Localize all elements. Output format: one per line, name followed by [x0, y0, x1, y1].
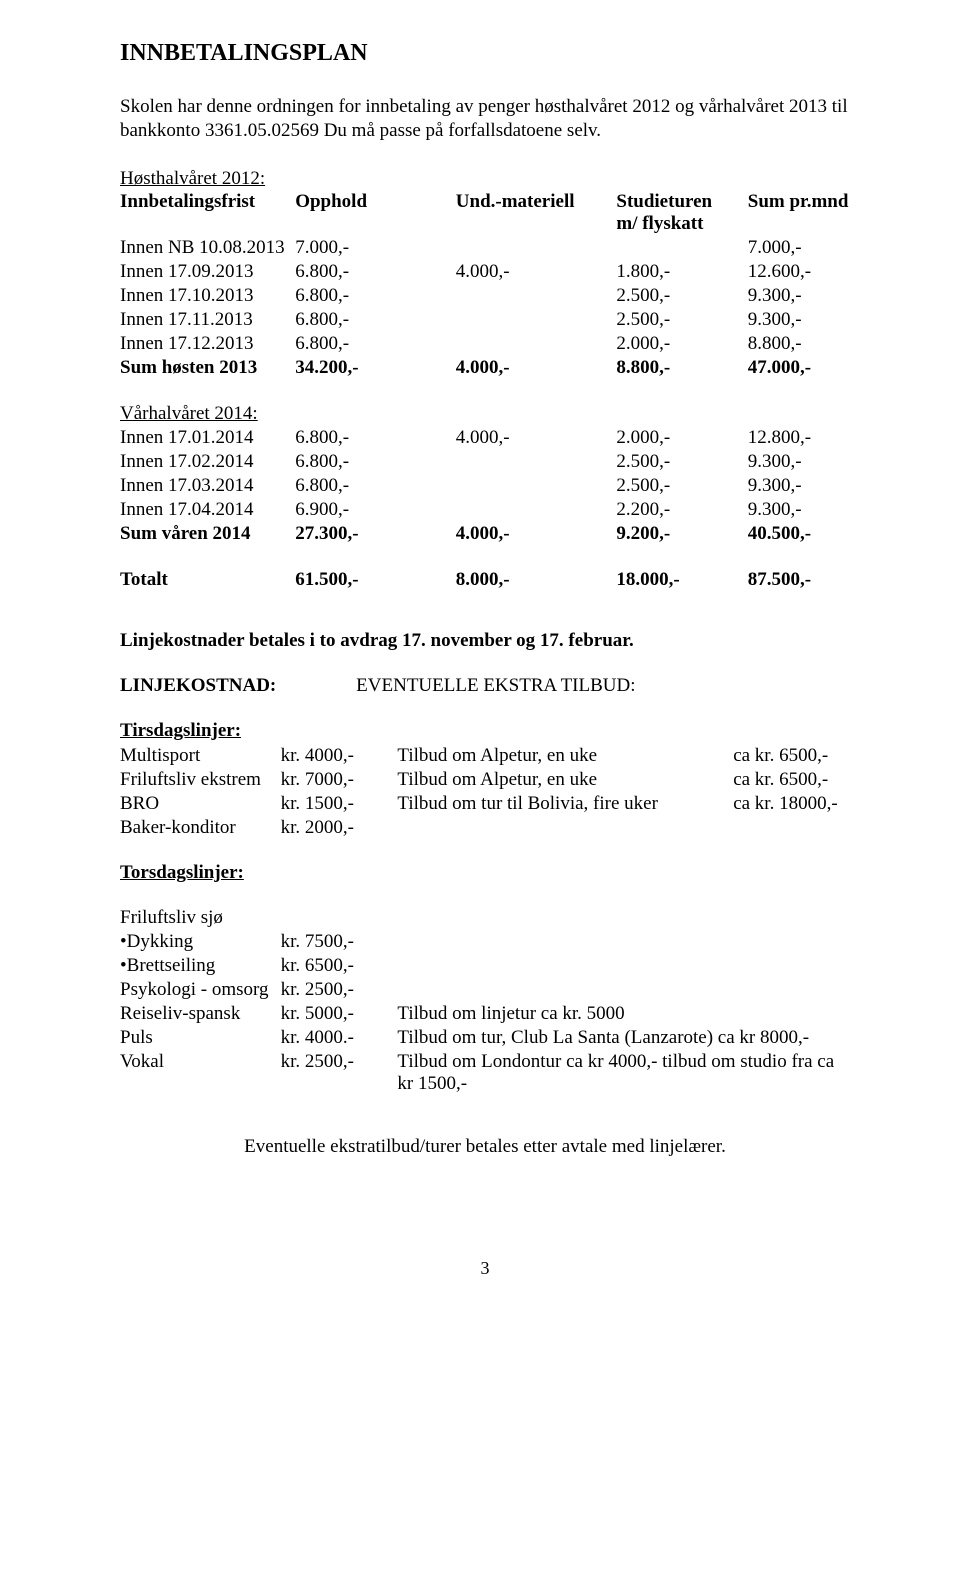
- table-sum-row: Sum våren 201427.300,-4.000,-9.200,-40.5…: [120, 522, 850, 546]
- table-row: Pulskr. 4000.-Tilbud om tur, Club La San…: [120, 1026, 850, 1050]
- blank-row: [120, 546, 850, 568]
- table-row: Reiseliv-spanskkr. 5000,-Tilbud om linje…: [120, 1002, 850, 1026]
- header-opphold: Opphold: [295, 190, 456, 236]
- table-row: •Brettseilingkr. 6500,-: [120, 954, 850, 978]
- ekstra-tilbud-label: EVENTUELLE EKSTRA TILBUD:: [356, 674, 850, 698]
- table-row: Innen 17.03.20146.800,-2.500,-9.300,-: [120, 474, 850, 498]
- torsdagslinjer-heading: Torsdagslinjer:: [120, 862, 850, 884]
- table-row: Friluftsliv ekstremkr. 7000,-Tilbud om A…: [120, 768, 850, 792]
- header-studieturen-line2: m/ flyskatt: [616, 213, 703, 234]
- header-undmateriell: Und.-materiell: [456, 190, 617, 236]
- table-row: •Dykkingkr. 7500,-: [120, 930, 850, 954]
- tirsdagslinjer-heading: Tirsdagslinjer:: [120, 720, 850, 742]
- table-row: Innen 17.01.20146.800,-4.000,-2.000,-12.…: [120, 426, 850, 450]
- linjekost-header-table: LINJEKOSTNAD: EVENTUELLE EKSTRA TILBUD:: [120, 674, 850, 698]
- header-innbetalingsfrist: Innbetalingsfrist: [120, 190, 295, 236]
- table-row: Multisportkr. 4000,-Tilbud om Alpetur, e…: [120, 744, 850, 768]
- page-number: 3: [120, 1258, 850, 1279]
- header-studieturen-line1: Studieturen: [616, 191, 712, 212]
- table-row: Psykologi - omsorgkr. 2500,-: [120, 978, 850, 1002]
- table-row: Innen 17.10.20136.800,-2.500,-9.300,-: [120, 284, 850, 308]
- linje-intro: Linjekostnader betales i to avdrag 17. n…: [120, 630, 850, 652]
- table-sum-row: Sum høsten 201334.200,-4.000,-8.800,-47.…: [120, 356, 850, 380]
- table-row: Innen 17.02.20146.800,-2.500,-9.300,-: [120, 450, 850, 474]
- blank-row: [120, 380, 850, 402]
- table-row: Baker-konditorkr. 2000,-: [120, 816, 850, 840]
- table-row: Innen 17.12.20136.800,-2.000,-8.800,-: [120, 332, 850, 356]
- torsdagslinjer-table: Friluftsliv sjø •Dykkingkr. 7500,- •Bret…: [120, 906, 850, 1096]
- table-total-row: Totalt61.500,-8.000,-18.000,-87.500,-: [120, 568, 850, 592]
- table-row: BROkr. 1500,-Tilbud om tur til Bolivia, …: [120, 792, 850, 816]
- table-row: Friluftsliv sjø: [120, 906, 850, 930]
- host-section-heading: Høsthalvåret 2012:: [120, 168, 850, 190]
- table-row: Innen 17.09.20136.800,-4.000,-1.800,-12.…: [120, 260, 850, 284]
- page-title: INNBETALINGSPLAN: [120, 40, 850, 67]
- table-row: Vokalkr. 2500,-Tilbud om Londontur ca kr…: [120, 1050, 850, 1096]
- header-sum: Sum pr.mnd: [748, 190, 850, 236]
- tirsdagslinjer-table: Multisportkr. 4000,-Tilbud om Alpetur, e…: [120, 744, 850, 840]
- table-row: Innen 17.04.20146.900,-2.200,-9.300,-: [120, 498, 850, 522]
- intro-paragraph: Skolen har denne ordningen for innbetali…: [120, 95, 850, 144]
- var-section-row: Vårhalvåret 2014:: [120, 402, 850, 426]
- document-page: INNBETALINGSPLAN Skolen har denne ordnin…: [0, 0, 960, 1319]
- table-header-row: Innbetalingsfrist Opphold Und.-materiell…: [120, 190, 850, 236]
- table-row: Innen NB 10.08.20137.000,-7.000,-: [120, 236, 850, 260]
- header-studieturen: Studieturen m/ flyskatt: [616, 190, 747, 236]
- payment-table: Innbetalingsfrist Opphold Und.-materiell…: [120, 190, 850, 592]
- linjekostnad-label: LINJEKOSTNAD:: [120, 674, 356, 698]
- table-row: Innen 17.11.20136.800,-2.500,-9.300,-: [120, 308, 850, 332]
- closing-paragraph: Eventuelle ekstratilbud/turer betales et…: [120, 1136, 850, 1158]
